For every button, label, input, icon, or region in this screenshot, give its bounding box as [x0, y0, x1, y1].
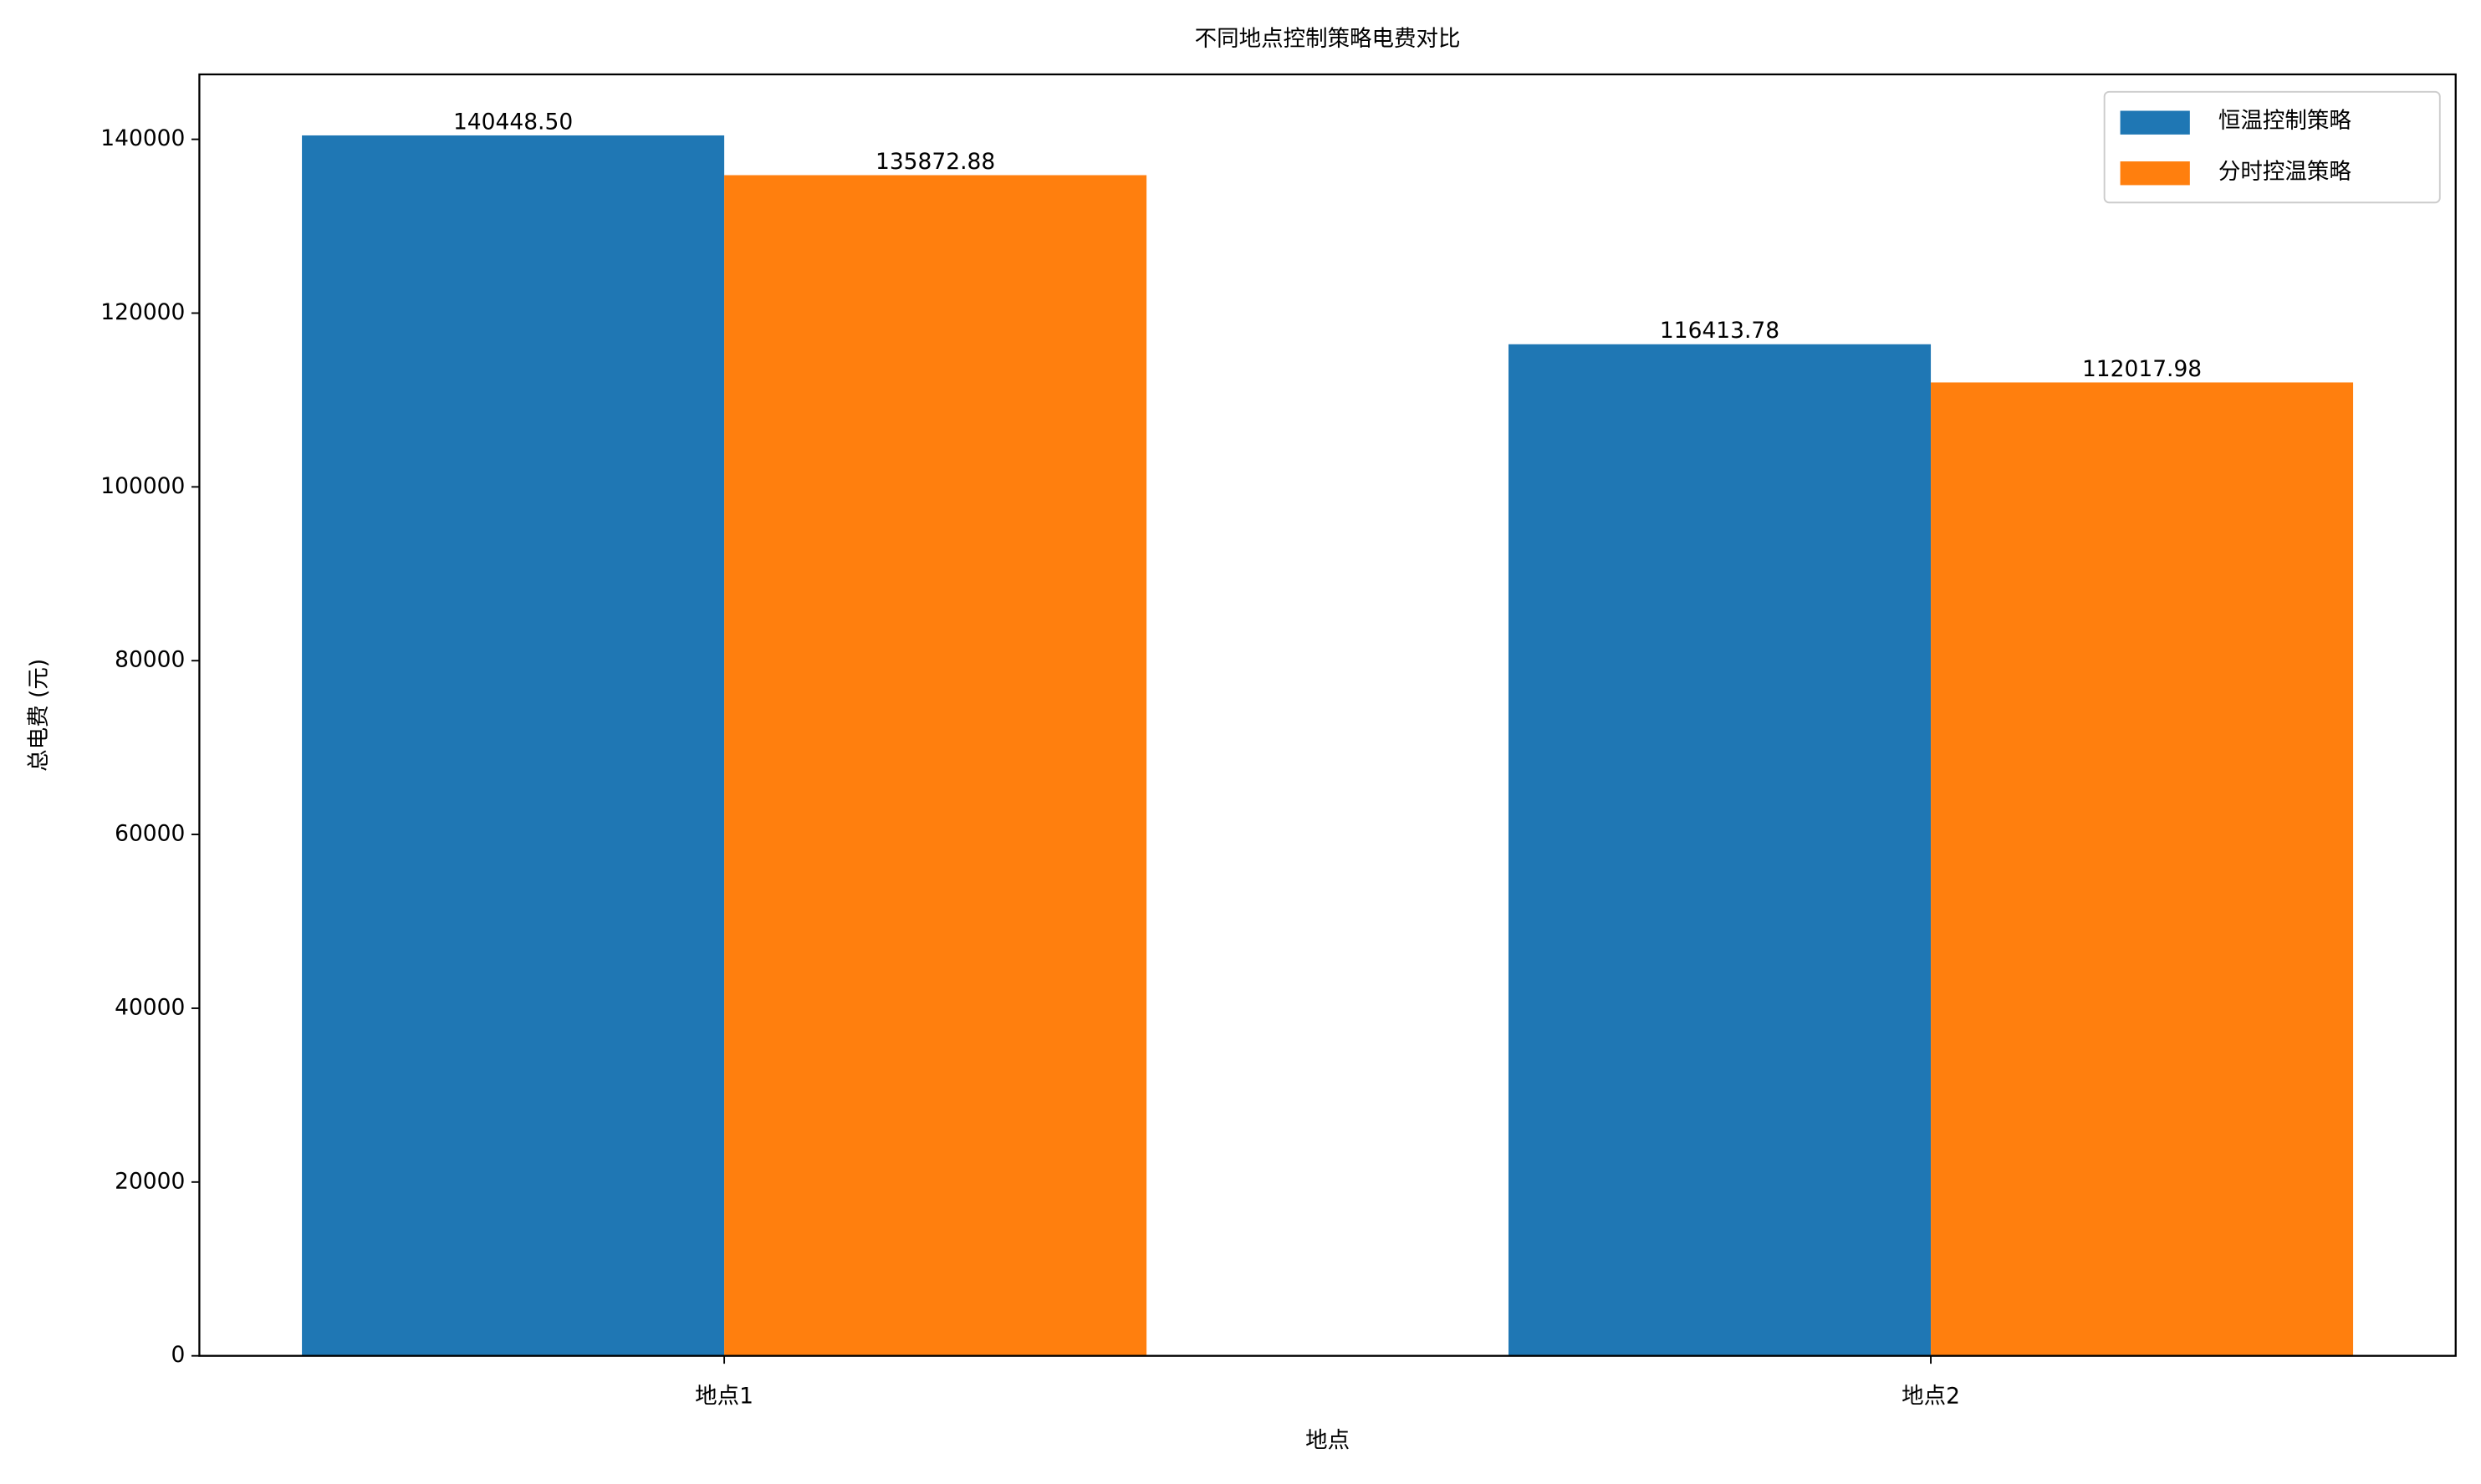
y-tick-label: 0 [171, 1342, 186, 1368]
y-tick-label: 120000 [100, 299, 185, 325]
x-tick-label: 地点1 [695, 1383, 753, 1409]
legend-label: 分时控温策略 [2218, 159, 2351, 185]
x-tick-label: 地点2 [1902, 1383, 1960, 1409]
x-axis-label: 地点 [1305, 1427, 1350, 1453]
bar [1931, 382, 2354, 1356]
chart-title: 不同地点控制策略电费对比 [1195, 26, 1461, 52]
value-label: 140448.50 [453, 109, 573, 135]
y-tick-label: 60000 [115, 821, 185, 847]
value-label: 112017.98 [2082, 356, 2202, 382]
plot-frame [198, 73, 2457, 1357]
legend-label: 恒温控制策略 [2218, 108, 2351, 134]
bar [302, 135, 725, 1356]
y-axis-label: 总电费 (元) [26, 659, 52, 772]
y-tick-label: 140000 [100, 125, 185, 151]
y-tick-label: 20000 [115, 1168, 185, 1194]
y-tick-label: 100000 [100, 473, 185, 499]
y-tick-label: 80000 [115, 647, 185, 673]
legend-swatch [2120, 161, 2190, 186]
bar [1509, 344, 1932, 1356]
value-label: 116413.78 [1660, 318, 1779, 344]
y-tick-label: 40000 [115, 994, 185, 1020]
value-label: 135872.88 [875, 149, 995, 175]
bar [724, 175, 1147, 1356]
legend-swatch [2120, 110, 2190, 135]
